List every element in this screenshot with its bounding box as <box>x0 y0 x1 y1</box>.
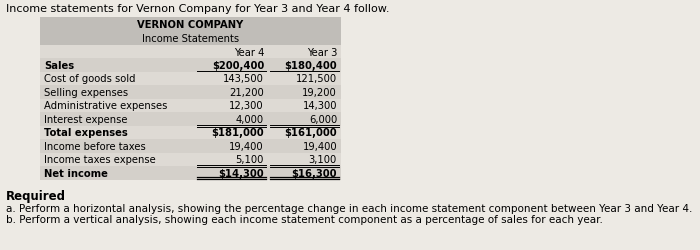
Text: 4,000: 4,000 <box>236 114 264 124</box>
Text: Required: Required <box>6 190 66 203</box>
Text: Year 4: Year 4 <box>234 48 264 58</box>
FancyBboxPatch shape <box>40 112 341 126</box>
FancyBboxPatch shape <box>40 140 341 153</box>
Text: Income taxes expense: Income taxes expense <box>44 155 155 164</box>
Text: Net income: Net income <box>44 168 108 178</box>
Text: $14,300: $14,300 <box>218 168 264 178</box>
FancyBboxPatch shape <box>40 99 341 112</box>
Text: Income Statements: Income Statements <box>142 34 239 44</box>
Text: Total expenses: Total expenses <box>44 128 127 138</box>
Text: Interest expense: Interest expense <box>44 114 127 124</box>
Text: $181,000: $181,000 <box>211 128 264 138</box>
Text: 3,100: 3,100 <box>309 155 337 164</box>
FancyBboxPatch shape <box>40 86 341 99</box>
FancyBboxPatch shape <box>40 59 341 72</box>
Text: a. Perform a horizontal analysis, showing the percentage change in each income s: a. Perform a horizontal analysis, showin… <box>6 204 692 214</box>
Text: $16,300: $16,300 <box>291 168 337 178</box>
Text: 12,300: 12,300 <box>230 101 264 111</box>
Text: Sales: Sales <box>44 60 74 70</box>
Text: 14,300: 14,300 <box>302 101 337 111</box>
Text: 19,400: 19,400 <box>230 141 264 151</box>
Text: Administrative expenses: Administrative expenses <box>44 101 167 111</box>
Text: 121,500: 121,500 <box>296 74 337 84</box>
Text: $161,000: $161,000 <box>284 128 337 138</box>
Text: 6,000: 6,000 <box>309 114 337 124</box>
FancyBboxPatch shape <box>40 153 341 166</box>
Text: $180,400: $180,400 <box>284 60 337 70</box>
Text: Income before taxes: Income before taxes <box>44 141 146 151</box>
FancyBboxPatch shape <box>40 126 341 140</box>
Text: 143,500: 143,500 <box>223 74 264 84</box>
Text: 21,200: 21,200 <box>230 88 264 97</box>
Text: 19,200: 19,200 <box>302 88 337 97</box>
FancyBboxPatch shape <box>40 18 341 180</box>
Text: Cost of goods sold: Cost of goods sold <box>44 74 136 84</box>
Text: VERNON COMPANY: VERNON COMPANY <box>137 20 244 30</box>
FancyBboxPatch shape <box>40 18 341 46</box>
Text: 19,400: 19,400 <box>302 141 337 151</box>
Text: b. Perform a vertical analysis, showing each income statement component as a per: b. Perform a vertical analysis, showing … <box>6 215 603 224</box>
Text: 5,100: 5,100 <box>236 155 264 164</box>
Text: Year 3: Year 3 <box>307 48 337 58</box>
Text: Income statements for Vernon Company for Year 3 and Year 4 follow.: Income statements for Vernon Company for… <box>6 4 389 14</box>
FancyBboxPatch shape <box>40 166 341 180</box>
Text: $200,400: $200,400 <box>211 60 264 70</box>
Text: Selling expenses: Selling expenses <box>44 88 128 97</box>
FancyBboxPatch shape <box>40 72 341 86</box>
